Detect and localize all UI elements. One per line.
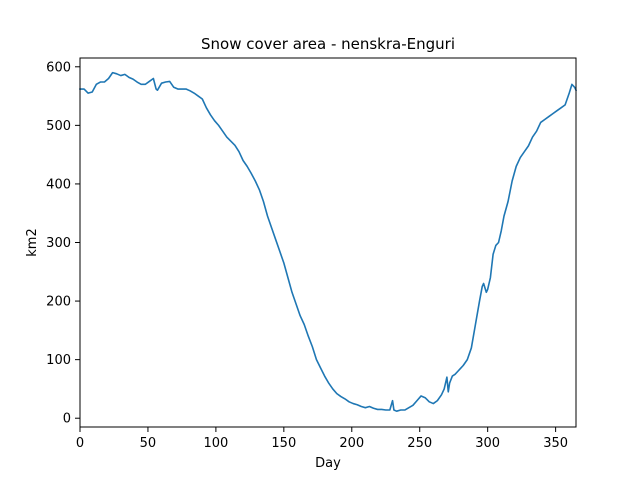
x-axis-label: Day: [315, 456, 341, 471]
plot-area: [79, 57, 578, 428]
y-tick-label: 600: [46, 60, 71, 75]
y-tick-label: 0: [63, 412, 71, 427]
chart-title: Snow cover area - nenskra-Enguri: [201, 35, 455, 53]
y-axis: 0 100 200 300 400 500 600: [46, 60, 80, 427]
y-tick-label: 400: [46, 177, 71, 192]
y-tick-label: 100: [46, 353, 71, 368]
x-tick-label: 100: [203, 436, 228, 451]
x-axis: 0 50 100 150 200 250 300 350: [76, 427, 568, 451]
x-tick-label: 300: [475, 436, 500, 451]
x-tick-label: 250: [407, 436, 432, 451]
y-tick-label: 200: [46, 295, 71, 310]
plot-frame: [79, 57, 577, 428]
y-tick-label: 500: [46, 119, 71, 134]
x-tick-label: 0: [76, 436, 84, 451]
y-tick-label: 300: [46, 236, 71, 251]
series-line-0: [79, 71, 578, 412]
x-tick-label: 350: [543, 436, 568, 451]
y-axis-label: km2: [25, 228, 40, 256]
x-tick-label: 150: [271, 436, 296, 451]
x-tick-label: 50: [140, 436, 157, 451]
x-tick-label: 200: [339, 436, 364, 451]
